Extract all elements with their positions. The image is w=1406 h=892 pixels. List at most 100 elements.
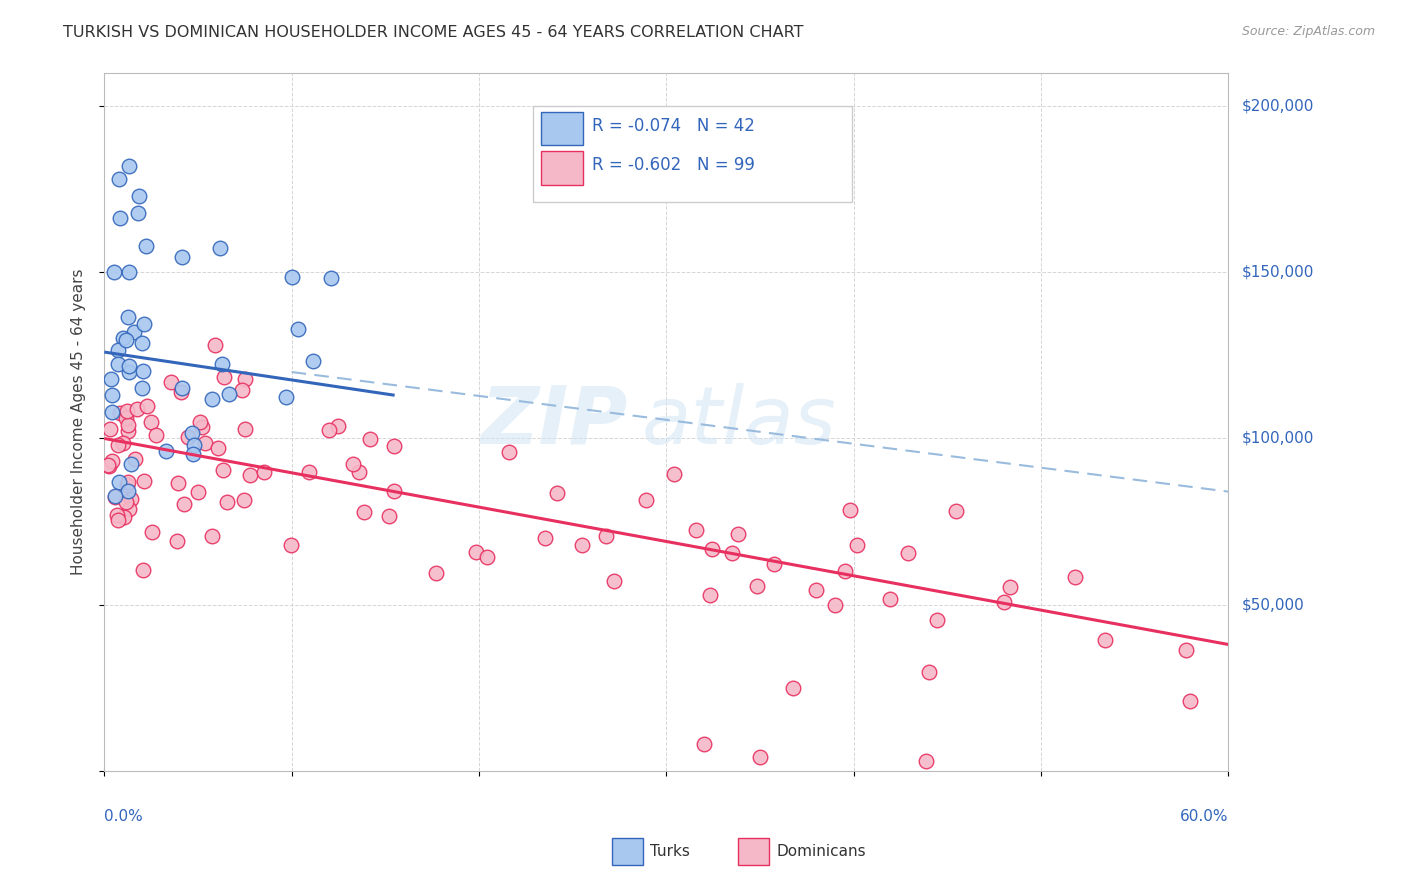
Point <box>211 357 233 371</box>
Point <box>107 514 129 528</box>
Point <box>108 172 131 186</box>
Point <box>945 504 967 518</box>
Point <box>201 392 224 406</box>
Point <box>117 310 139 325</box>
Point <box>927 613 949 627</box>
Point <box>699 588 721 602</box>
Point <box>145 428 167 442</box>
Point <box>107 357 129 371</box>
Point <box>280 539 302 553</box>
Text: 0.0%: 0.0% <box>104 809 143 824</box>
Point <box>897 546 920 560</box>
Point <box>117 477 139 491</box>
Point <box>177 430 200 444</box>
Point <box>117 483 139 498</box>
Point <box>782 681 804 695</box>
Point <box>188 415 211 429</box>
Point <box>101 404 124 418</box>
Point <box>166 533 188 548</box>
Point <box>170 385 193 400</box>
Point <box>170 250 193 264</box>
Point <box>1175 643 1198 657</box>
Point <box>117 425 139 439</box>
Point <box>546 486 568 500</box>
Point <box>498 445 520 459</box>
Point <box>231 383 253 397</box>
Point <box>425 566 447 581</box>
Point <box>602 574 624 589</box>
Point <box>98 422 121 436</box>
Text: $150,000: $150,000 <box>1241 265 1315 280</box>
Point <box>117 159 139 173</box>
Point <box>239 468 262 483</box>
Point <box>685 523 707 537</box>
Point <box>211 463 233 477</box>
Point <box>464 545 486 559</box>
Point <box>534 531 557 545</box>
Point <box>132 563 155 577</box>
Point <box>347 465 370 479</box>
Point <box>326 419 349 434</box>
Point <box>745 579 768 593</box>
Point <box>359 432 381 446</box>
Point <box>475 550 498 565</box>
Point <box>107 343 129 357</box>
Point <box>118 502 141 516</box>
Text: $50,000: $50,000 <box>1241 597 1305 612</box>
Text: TURKISH VS DOMINICAN HOUSEHOLDER INCOME AGES 45 - 64 YEARS CORRELATION CHART: TURKISH VS DOMINICAN HOUSEHOLDER INCOME … <box>63 25 804 40</box>
Point <box>114 495 136 509</box>
Point <box>160 376 183 390</box>
Point <box>120 491 142 506</box>
Point <box>287 322 309 336</box>
Point <box>1094 633 1116 648</box>
Y-axis label: Householder Income Ages 45 - 64 years: Householder Income Ages 45 - 64 years <box>72 268 86 575</box>
Point <box>105 508 128 523</box>
Point <box>155 444 177 458</box>
Point <box>100 453 122 467</box>
Text: R = -0.602   N = 99: R = -0.602 N = 99 <box>592 156 755 174</box>
Point <box>101 388 124 402</box>
Point <box>132 475 155 489</box>
Point <box>111 436 134 450</box>
Point <box>107 438 129 452</box>
Point <box>204 338 226 352</box>
Point <box>806 582 828 597</box>
Point <box>167 476 190 491</box>
Point <box>571 538 593 552</box>
Point <box>191 420 214 434</box>
Point <box>353 505 375 519</box>
Point <box>173 497 195 511</box>
Point <box>125 401 148 416</box>
Point <box>127 205 149 219</box>
Text: atlas: atlas <box>643 383 837 461</box>
Point <box>318 423 340 437</box>
Point <box>217 495 239 509</box>
Point <box>115 333 138 347</box>
Text: Turks: Turks <box>650 845 689 859</box>
Point <box>131 336 153 351</box>
Point <box>595 529 617 543</box>
Point <box>108 406 131 420</box>
Point <box>181 425 204 440</box>
Point <box>298 465 321 479</box>
Text: $200,000: $200,000 <box>1241 99 1315 113</box>
Point <box>342 458 364 472</box>
Point <box>382 484 405 499</box>
Point <box>824 599 846 613</box>
Point <box>1178 694 1201 708</box>
Point <box>253 465 276 479</box>
Point <box>118 265 141 279</box>
Point <box>120 457 142 471</box>
Text: $100,000: $100,000 <box>1241 431 1315 446</box>
Point <box>918 665 941 679</box>
Point <box>117 475 139 489</box>
Point <box>131 381 153 395</box>
Point <box>172 381 194 395</box>
Point <box>128 189 150 203</box>
Point <box>194 436 217 450</box>
Point <box>839 503 862 517</box>
Point <box>135 399 157 413</box>
Point <box>117 359 139 373</box>
Point <box>378 509 401 524</box>
Point <box>218 386 240 401</box>
